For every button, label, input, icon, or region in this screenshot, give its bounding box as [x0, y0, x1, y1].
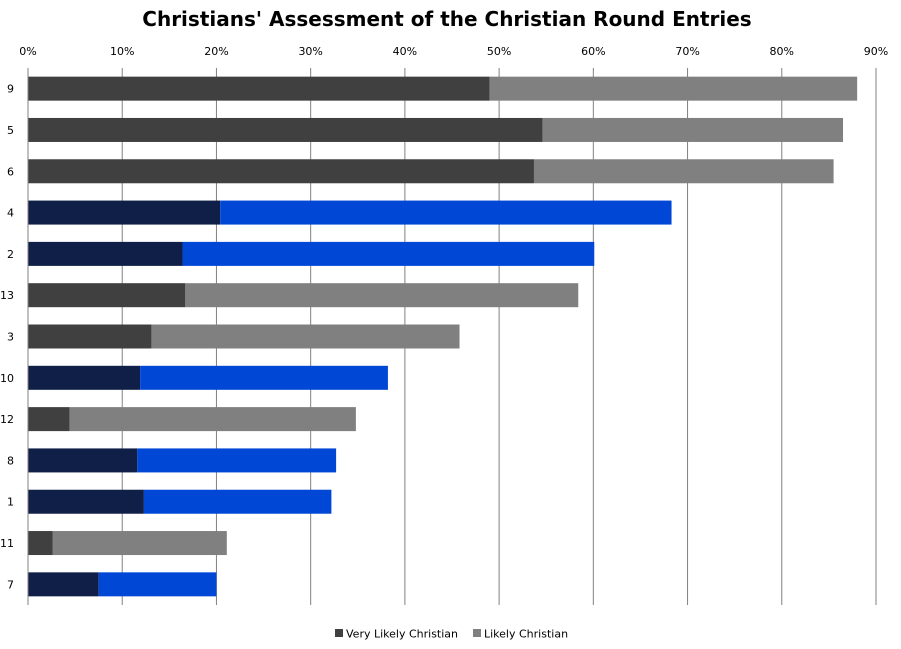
bar-very-likely-4	[28, 200, 221, 225]
x-tick-label: 0%	[19, 45, 36, 58]
y-tick-label: 11	[0, 537, 14, 550]
x-tick-label: 80%	[770, 45, 794, 58]
y-tick-label: 1	[7, 496, 14, 509]
x-tick-label: 30%	[298, 45, 322, 58]
bar-likely-7	[98, 572, 217, 597]
y-tick-label: 12	[0, 413, 14, 426]
legend: Very Likely Christian Likely Christian	[335, 628, 568, 641]
bar-likely-13	[185, 283, 579, 308]
x-tick-label: 20%	[204, 45, 228, 58]
bar-very-likely-10	[28, 365, 141, 390]
legend-swatch-very-likely	[335, 629, 343, 637]
bar-likely-4	[220, 200, 672, 225]
y-tick-label: 13	[0, 289, 14, 302]
bar-very-likely-3	[28, 324, 152, 349]
y-tick-label: 6	[7, 165, 14, 178]
bar-likely-2	[182, 241, 595, 266]
y-tick-label: 9	[7, 83, 14, 96]
bar-very-likely-1	[28, 489, 144, 514]
y-tick-label: 8	[7, 454, 14, 467]
y-tick-label: 3	[7, 331, 14, 344]
grid-lines	[121, 68, 877, 605]
x-tick-label: 10%	[110, 45, 134, 58]
bar-very-likely-9	[28, 76, 490, 101]
y-tick-label: 4	[7, 207, 14, 220]
chart-title: Christians' Assessment of the Christian …	[142, 7, 751, 31]
bar-likely-8	[137, 448, 337, 473]
y-tick-label: 10	[0, 372, 14, 385]
bar-very-likely-2	[28, 241, 183, 266]
y-tick-label: 5	[7, 124, 14, 137]
x-tick-label: 70%	[675, 45, 699, 58]
bar-very-likely-5	[28, 117, 543, 142]
bar-very-likely-8	[28, 448, 138, 473]
bar-likely-11	[52, 531, 227, 556]
bar-likely-5	[542, 117, 844, 142]
bar-very-likely-7	[28, 572, 99, 597]
bar-likely-12	[69, 407, 356, 432]
bar-very-likely-6	[28, 159, 534, 184]
bar-very-likely-11	[28, 531, 53, 556]
bar-likely-9	[489, 76, 858, 101]
x-axis-ticks: 0% 10% 20% 30% 40% 50% 60% 70% 80% 90%	[19, 45, 888, 58]
bar-very-likely-12	[28, 407, 70, 432]
legend-label-likely: Likely Christian	[484, 628, 568, 641]
bar-likely-1	[143, 489, 332, 514]
y-tick-label: 2	[7, 248, 14, 261]
bar-likely-3	[151, 324, 460, 349]
x-tick-label: 60%	[581, 45, 605, 58]
bars	[28, 76, 858, 597]
bar-likely-10	[140, 365, 388, 390]
y-tick-label: 7	[7, 578, 14, 591]
x-tick-label: 40%	[393, 45, 417, 58]
bar-likely-6	[533, 159, 834, 184]
legend-label-very-likely: Very Likely Christian	[346, 628, 458, 641]
x-tick-label: 90%	[864, 45, 888, 58]
bar-very-likely-13	[28, 283, 186, 308]
legend-swatch-likely	[473, 629, 481, 637]
x-tick-label: 50%	[487, 45, 511, 58]
